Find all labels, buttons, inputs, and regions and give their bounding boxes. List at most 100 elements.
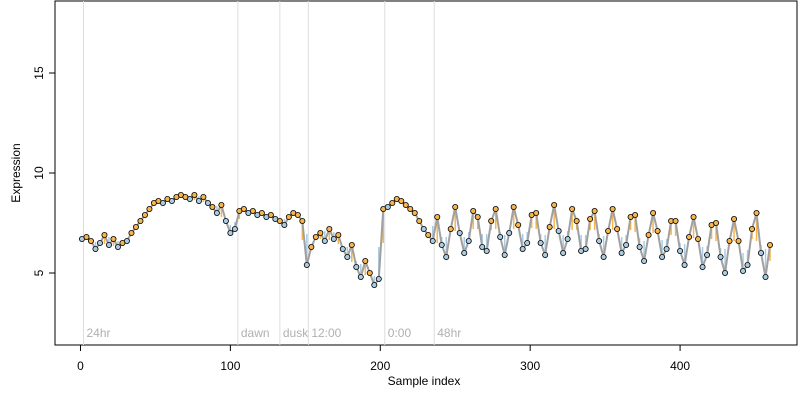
annotation-label: dawn [241, 326, 270, 340]
data-point [317, 229, 324, 236]
data-point [335, 231, 342, 238]
x-tick-label: 0 [77, 359, 84, 373]
data-point [146, 205, 153, 212]
data-point [645, 231, 652, 238]
data-point [690, 213, 697, 220]
y-tick-label: 5 [32, 269, 46, 276]
data-point [366, 269, 373, 276]
data-point [497, 233, 504, 240]
data-point [398, 197, 405, 204]
data-point [452, 203, 459, 210]
data-point [407, 205, 414, 212]
data-point [92, 245, 99, 252]
data-point [105, 241, 112, 248]
data-point [276, 217, 283, 224]
x-tick-label: 300 [520, 359, 540, 373]
data-point [168, 197, 175, 204]
data-point [114, 243, 121, 250]
data-point [582, 245, 589, 252]
data-point [222, 217, 229, 224]
data-point [344, 253, 351, 260]
data-point [699, 263, 706, 270]
data-point [267, 211, 274, 218]
data-point [587, 215, 594, 222]
data-point [101, 231, 108, 238]
data-point [623, 241, 630, 248]
data-point [159, 199, 166, 206]
data-point [339, 245, 346, 252]
data-point [128, 229, 135, 236]
data-point [218, 201, 225, 208]
data-point [141, 211, 148, 218]
annotation-label: 12:00 [311, 326, 341, 340]
data-point [357, 273, 364, 280]
data-point [312, 233, 319, 240]
data-point [200, 193, 207, 200]
data-point [744, 261, 751, 268]
data-point [591, 207, 598, 214]
data-point [438, 241, 445, 248]
data-point [654, 227, 661, 234]
data-point [389, 199, 396, 206]
data-point [443, 253, 450, 260]
data-point [326, 225, 333, 232]
data-point [110, 235, 117, 242]
data-point [609, 205, 616, 212]
data-point [740, 267, 747, 274]
y-tick-label: 10 [32, 166, 46, 180]
data-point [321, 237, 328, 244]
x-axis-label: Sample index [388, 374, 461, 388]
data-point [411, 209, 418, 216]
data-point [447, 225, 454, 232]
y-tick-label: 15 [32, 66, 46, 80]
data-point [209, 203, 216, 210]
data-point [348, 241, 355, 248]
data-point [546, 223, 553, 230]
data-point [479, 243, 486, 250]
data-point [429, 237, 436, 244]
data-point [303, 261, 310, 268]
plot-frame [54, 0, 798, 346]
data-point [600, 253, 607, 260]
data-point [474, 213, 481, 220]
data-point [137, 217, 144, 224]
data-point [551, 201, 558, 208]
data-point [330, 235, 337, 242]
data-point [416, 217, 423, 224]
data-point [96, 239, 103, 246]
data-point [362, 257, 369, 264]
annotation-label: 48hr [437, 326, 461, 340]
data-point [213, 209, 220, 216]
data-point [686, 233, 693, 240]
y-axis-label: Expression [9, 143, 23, 202]
annotation-label: 0:00 [388, 326, 412, 340]
data-point [191, 191, 198, 198]
data-point [488, 217, 495, 224]
data-point [258, 209, 265, 216]
data-point [542, 251, 549, 258]
x-tick-label: 400 [670, 359, 690, 373]
data-point [281, 221, 288, 228]
data-point [555, 227, 562, 234]
data-point [186, 195, 193, 202]
x-tick-label: 200 [370, 359, 390, 373]
data-point [726, 237, 733, 244]
data-point [524, 239, 531, 246]
data-point [308, 243, 315, 250]
data-point [425, 231, 432, 238]
data-point [717, 253, 724, 260]
data-point [249, 207, 256, 214]
data-point [614, 225, 621, 232]
data-point [83, 233, 90, 240]
data-point [762, 273, 769, 280]
data-point [132, 223, 139, 230]
data-point [470, 207, 477, 214]
data-point [123, 237, 130, 244]
data-point [672, 217, 679, 224]
data-point [753, 209, 760, 216]
data-point [204, 199, 211, 206]
data-point [483, 247, 490, 254]
data-point [533, 209, 540, 216]
data-point [618, 249, 625, 256]
